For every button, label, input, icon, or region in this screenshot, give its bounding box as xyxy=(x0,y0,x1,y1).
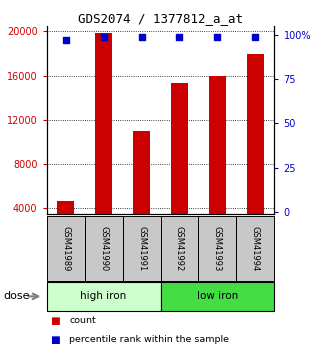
Point xyxy=(139,34,144,39)
Title: GDS2074 / 1377812_a_at: GDS2074 / 1377812_a_at xyxy=(78,12,243,25)
Text: GSM41993: GSM41993 xyxy=(213,226,222,271)
Bar xyxy=(95,32,112,253)
Bar xyxy=(247,53,264,253)
Bar xyxy=(123,216,160,281)
Text: GSM41992: GSM41992 xyxy=(175,226,184,271)
Text: percentile rank within the sample: percentile rank within the sample xyxy=(69,335,229,344)
Text: count: count xyxy=(69,316,96,325)
Text: dose: dose xyxy=(3,292,30,301)
Bar xyxy=(57,201,74,253)
Text: GSM41994: GSM41994 xyxy=(251,226,260,271)
Text: ■: ■ xyxy=(50,316,59,326)
Point xyxy=(177,34,182,39)
Bar xyxy=(133,131,150,253)
Point xyxy=(63,37,68,43)
Point xyxy=(215,34,220,39)
Bar xyxy=(47,216,84,281)
Bar xyxy=(160,282,274,310)
Bar xyxy=(160,216,198,281)
Bar xyxy=(198,216,237,281)
Bar xyxy=(47,282,160,310)
Text: ■: ■ xyxy=(50,335,59,345)
Bar xyxy=(171,83,188,253)
Bar xyxy=(84,216,123,281)
Text: GSM41991: GSM41991 xyxy=(137,226,146,271)
Point xyxy=(253,34,258,39)
Point xyxy=(101,34,106,39)
Text: low iron: low iron xyxy=(197,292,238,301)
Text: GSM41989: GSM41989 xyxy=(61,226,70,271)
Bar xyxy=(209,76,226,253)
Bar xyxy=(237,216,274,281)
Text: high iron: high iron xyxy=(80,292,127,301)
Text: GSM41990: GSM41990 xyxy=(99,226,108,271)
